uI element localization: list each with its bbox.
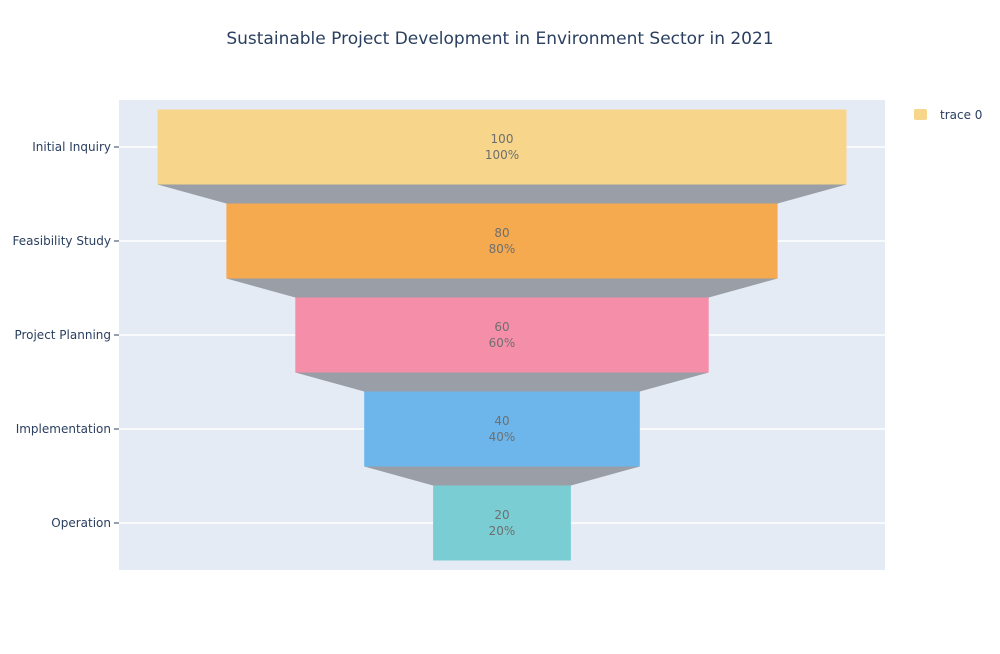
funnel-bar[interactable]: [433, 485, 571, 561]
funnel-connector: [226, 278, 778, 298]
funnel-bar[interactable]: [226, 203, 778, 279]
legend-swatch-trace-0[interactable]: [914, 109, 927, 120]
legend-label-trace-0[interactable]: trace 0: [940, 108, 982, 122]
bar-value-label: 100: [491, 132, 514, 146]
bar-value-label: 60: [494, 320, 509, 334]
bar-percent-label: 80%: [489, 242, 516, 256]
label-layer: Initial Inquiry Feasibility Study Project …: [13, 132, 520, 538]
bar-percent-label: 40%: [489, 430, 516, 444]
y-tick-label: Initial Inquiry: [32, 140, 111, 154]
bar-value-label: 40: [494, 414, 509, 428]
funnel-bar[interactable]: [157, 109, 847, 185]
y-tick-label: Operation: [51, 516, 111, 530]
y-tick-label: Feasibility Study: [13, 234, 111, 248]
chart-title: Sustainable Project Development in Envir…: [226, 29, 773, 49]
bar-value-label: 20: [494, 508, 509, 522]
funnel-connector: [295, 372, 709, 392]
funnel-layer: [157, 109, 847, 561]
funnel-connector: [364, 466, 640, 486]
funnel-bar[interactable]: [364, 391, 640, 467]
legend[interactable]: trace 0: [914, 108, 982, 122]
funnel-bar[interactable]: [295, 297, 709, 373]
y-tick-label: Project Planning: [14, 328, 111, 342]
bar-value-label: 80: [494, 226, 509, 240]
bar-percent-label: 20%: [489, 524, 516, 538]
funnel-connector: [157, 184, 847, 204]
bar-percent-label: 100%: [485, 148, 519, 162]
bar-percent-label: 60%: [489, 336, 516, 350]
y-tick-label: Implementation: [16, 422, 111, 436]
